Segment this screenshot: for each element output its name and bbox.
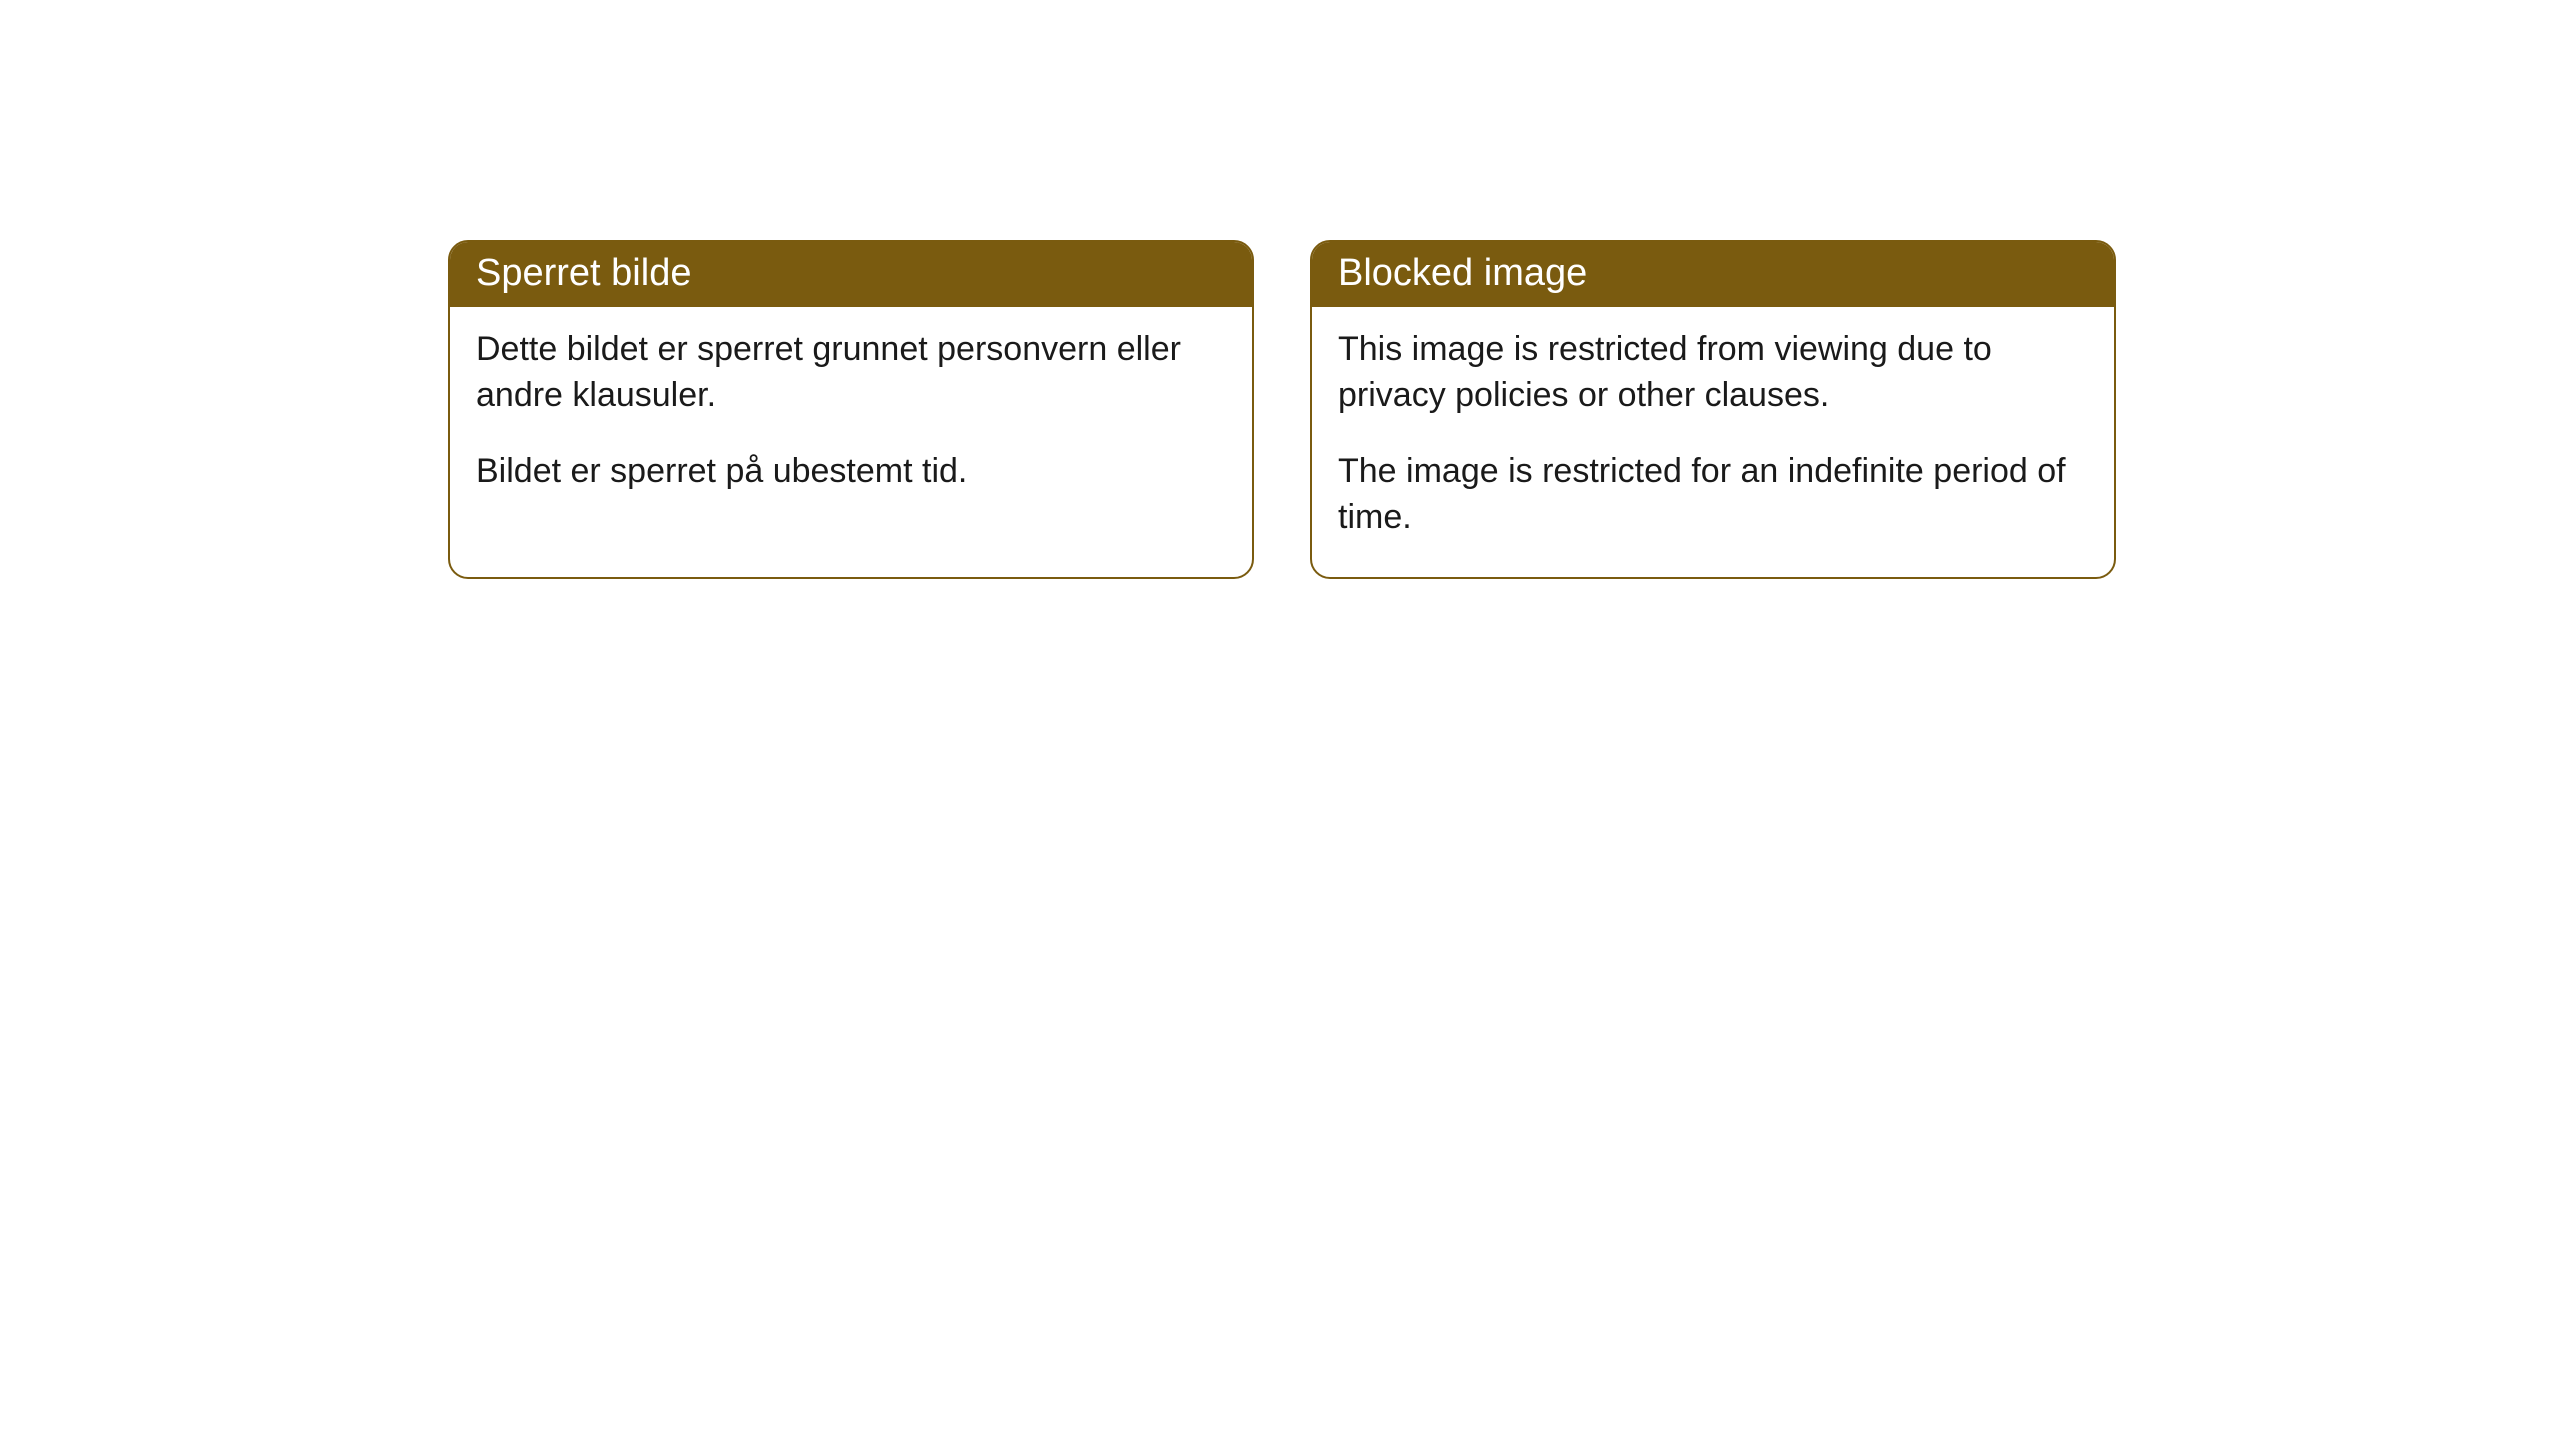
card-text-en-1: This image is restricted from viewing du… — [1338, 327, 2088, 419]
blocked-image-card-en: Blocked image This image is restricted f… — [1310, 240, 2116, 579]
notices-container: Sperret bilde Dette bildet er sperret gr… — [448, 240, 2116, 579]
card-text-no-1: Dette bildet er sperret grunnet personve… — [476, 327, 1226, 419]
card-title-no: Sperret bilde — [450, 242, 1252, 307]
blocked-image-card-no: Sperret bilde Dette bildet er sperret gr… — [448, 240, 1254, 579]
card-text-no-2: Bildet er sperret på ubestemt tid. — [476, 449, 1226, 495]
card-body-no: Dette bildet er sperret grunnet personve… — [450, 307, 1252, 531]
card-text-en-2: The image is restricted for an indefinit… — [1338, 449, 2088, 541]
card-body-en: This image is restricted from viewing du… — [1312, 307, 2114, 577]
card-title-en: Blocked image — [1312, 242, 2114, 307]
